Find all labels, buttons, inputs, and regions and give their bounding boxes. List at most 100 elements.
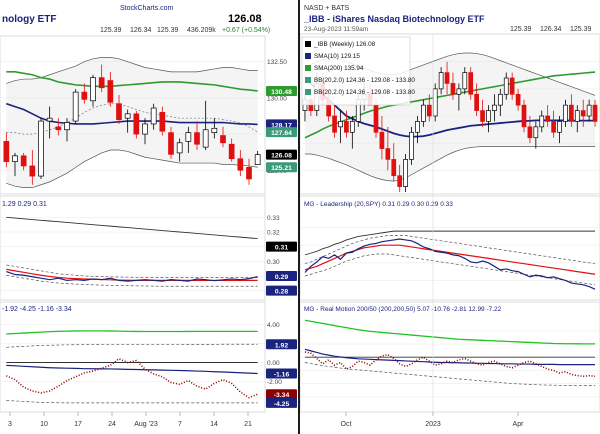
candle-body[interactable]	[133, 113, 140, 135]
candle-body[interactable]	[124, 113, 131, 119]
candle-body[interactable]	[159, 112, 166, 132]
candle-body[interactable]	[521, 104, 527, 128]
candle-body[interactable]	[185, 132, 192, 142]
stockcharts-logo: StockCharts.com	[120, 5, 173, 12]
candle-body[interactable]	[421, 104, 426, 122]
right-leadership-panel-frame	[300, 195, 600, 301]
candle-body[interactable]	[98, 77, 105, 89]
candle-body[interactable]	[444, 72, 450, 84]
candle-body[interactable]	[515, 93, 521, 106]
candle-body[interactable]	[486, 110, 491, 122]
candle-body[interactable]	[456, 88, 462, 95]
candle-body[interactable]	[509, 77, 515, 95]
candle-body[interactable]	[194, 132, 200, 145]
right-bb-lower-line	[304, 146, 596, 182]
right-sma-long-line	[304, 71, 596, 139]
candle-body[interactable]	[55, 126, 62, 131]
right-chart-pane: NASD + BATS _IBB - iShares Nasdaq Biotec…	[300, 0, 600, 434]
candle-body[interactable]	[168, 132, 174, 155]
candle-body[interactable]	[90, 77, 96, 102]
left-real-motion-marker: -3.34	[274, 392, 290, 399]
candle-body[interactable]	[480, 110, 485, 122]
candle-body[interactable]	[432, 88, 438, 117]
candle-body[interactable]	[415, 121, 420, 133]
candle-body[interactable]	[142, 123, 148, 135]
candle-body[interactable]	[332, 115, 337, 133]
candle-body[interactable]	[150, 107, 157, 125]
candle-body[interactable]	[492, 104, 497, 111]
candle-body[interactable]	[81, 91, 88, 100]
candle-body[interactable]	[450, 83, 456, 95]
candle-body[interactable]	[468, 72, 474, 95]
candle-body[interactable]	[462, 72, 468, 90]
candle-body[interactable]	[349, 121, 355, 133]
candle-body[interactable]	[497, 93, 503, 106]
candle-body[interactable]	[107, 80, 114, 103]
right-leadership-dash-hi	[304, 235, 596, 265]
candle-body[interactable]	[237, 158, 244, 171]
candle-body[interactable]	[246, 167, 252, 180]
right-legend-entry: SMA(10) 129.15	[314, 53, 360, 60]
candle-body[interactable]	[29, 165, 36, 177]
candle-body[interactable]	[20, 155, 27, 167]
candle-body[interactable]	[391, 159, 397, 177]
candle-body[interactable]	[228, 143, 235, 160]
candle-body[interactable]	[438, 72, 444, 90]
candle-body[interactable]	[116, 103, 122, 120]
candle-body[interactable]	[533, 126, 539, 139]
candle-body[interactable]	[592, 104, 598, 122]
right-x-label: 2023	[425, 421, 441, 428]
candle-body[interactable]	[344, 121, 349, 133]
candle-body[interactable]	[545, 115, 551, 122]
candle-body[interactable]	[64, 122, 70, 131]
right-chart-svg[interactable]: NASD + BATS _IBB - iShares Nasdaq Biotec…	[300, 0, 600, 434]
candle-body[interactable]	[202, 129, 209, 148]
candle-body[interactable]	[3, 140, 10, 162]
left-candles[interactable]	[3, 64, 261, 185]
candle-body[interactable]	[586, 104, 592, 117]
candle-body[interactable]	[527, 126, 533, 139]
candle-body[interactable]	[12, 155, 18, 162]
candle-body[interactable]	[539, 115, 545, 128]
candle-body[interactable]	[46, 117, 53, 122]
candle-body[interactable]	[220, 135, 226, 144]
candle-body[interactable]	[379, 131, 385, 149]
left-real-motion-marker: 1.92	[275, 342, 288, 349]
candle-body[interactable]	[385, 148, 391, 160]
right-leadership-legend: MG - Leadership (20,SPY) 0.31 0.29 0.30 …	[304, 201, 453, 208]
left-leadership-axis: 0.330.320.310.300.290.28	[267, 215, 280, 295]
candle-body[interactable]	[211, 127, 218, 133]
right-legend-swatch	[305, 53, 311, 59]
candle-body[interactable]	[503, 77, 509, 95]
candle-body[interactable]	[176, 142, 183, 154]
candle-body[interactable]	[403, 159, 408, 187]
candle-body[interactable]	[338, 121, 343, 128]
candle-body[interactable]	[373, 104, 379, 133]
left-price-tick: 130.00	[267, 95, 287, 102]
left-leadership-blue-line	[6, 271, 258, 282]
left-ohlc-l: 125.39	[157, 27, 179, 34]
candle-body[interactable]	[254, 154, 261, 165]
left-chart-svg[interactable]: nology ETF StockCharts.com 126.08 125.39…	[0, 0, 298, 434]
left-leadership-grid	[0, 217, 265, 291]
candle-body[interactable]	[397, 175, 403, 187]
left-price-tick: 132.50	[267, 59, 287, 66]
candle-body[interactable]	[551, 121, 556, 133]
left-leadership-marker: 0.28	[275, 289, 288, 296]
right-exchange: NASD + BATS	[304, 5, 350, 12]
right-leadership-black-line	[304, 230, 596, 256]
right-leadership-grid	[300, 227, 600, 281]
candle-body[interactable]	[474, 93, 479, 111]
right-real-motion-lines	[304, 319, 596, 386]
candle-body[interactable]	[574, 110, 580, 122]
candle-body[interactable]	[38, 120, 44, 177]
candle-body[interactable]	[409, 131, 414, 160]
left-x-label: Aug '23	[134, 421, 158, 428]
candle-body[interactable]	[563, 104, 568, 122]
candle-body[interactable]	[580, 110, 586, 117]
candle-body[interactable]	[426, 104, 432, 117]
candle-body[interactable]	[72, 91, 79, 122]
candle-body[interactable]	[557, 121, 562, 133]
right-candles[interactable]	[302, 61, 598, 192]
candle-body[interactable]	[569, 104, 574, 122]
